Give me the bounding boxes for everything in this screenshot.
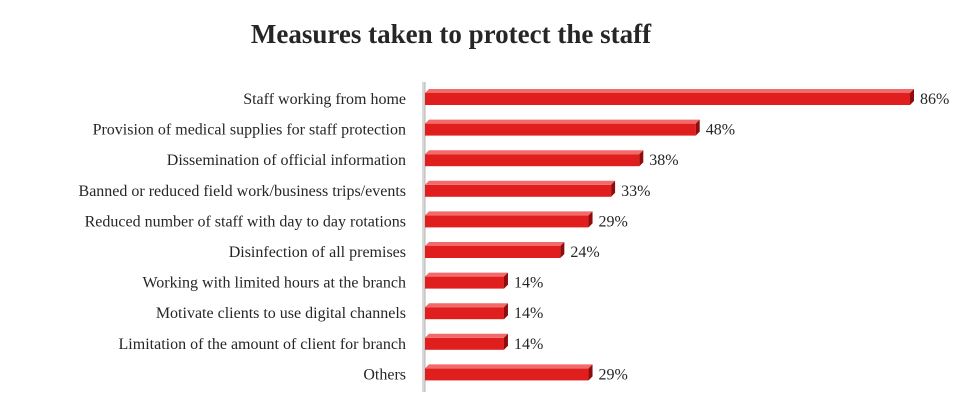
category-label: Dissemination of official information bbox=[167, 152, 406, 169]
value-label: 14% bbox=[514, 275, 543, 292]
bar-side bbox=[910, 89, 914, 105]
value-label: 29% bbox=[599, 213, 628, 230]
category-labels: Staff working from home Provision of medi… bbox=[79, 91, 406, 383]
bar-9 bbox=[425, 333, 508, 350]
bar-side bbox=[503, 333, 508, 350]
bar-side bbox=[695, 119, 700, 136]
bar-face bbox=[425, 307, 504, 320]
category-label: Provision of medical supplies for staff … bbox=[93, 122, 406, 139]
bar-4 bbox=[425, 180, 616, 197]
bar-side bbox=[588, 364, 593, 381]
value-label: 48% bbox=[706, 122, 735, 139]
category-label: Limitation of the amount of client for b… bbox=[119, 336, 406, 353]
category-label: Banned or reduced field work/business tr… bbox=[79, 183, 406, 200]
value-label: 29% bbox=[599, 366, 628, 383]
category-label: Working with limited hours at the branch bbox=[142, 275, 406, 292]
bar-side bbox=[611, 180, 616, 197]
category-label: Staff working from home bbox=[243, 91, 406, 108]
category-label: Reduced number of staff with day to day … bbox=[85, 213, 406, 230]
bar-side bbox=[639, 150, 644, 167]
bar-top bbox=[425, 364, 593, 369]
bar-3 bbox=[425, 150, 644, 167]
value-label: 33% bbox=[621, 183, 650, 200]
bar-side bbox=[588, 211, 593, 228]
bar-side bbox=[560, 242, 565, 258]
bar-top bbox=[425, 150, 644, 155]
value-label: 24% bbox=[570, 244, 599, 261]
chart-title: Measures taken to protect the staff bbox=[251, 19, 652, 49]
bar-8 bbox=[425, 303, 508, 320]
axis-depth bbox=[422, 82, 425, 392]
bar-face bbox=[425, 368, 589, 381]
value-label: 14% bbox=[514, 305, 543, 322]
category-label: Disinfection of all premises bbox=[229, 244, 406, 261]
bar-top bbox=[425, 333, 508, 338]
value-labels: 86%48%38%33%29%24%14%14%14%29% bbox=[514, 91, 949, 383]
bar-face bbox=[425, 123, 696, 136]
bar-top bbox=[425, 272, 508, 277]
bar-7 bbox=[425, 272, 508, 289]
bar-face bbox=[425, 215, 589, 228]
bar-1 bbox=[425, 89, 914, 105]
bar-2 bbox=[425, 119, 700, 136]
bar-side bbox=[503, 272, 508, 289]
axis bbox=[422, 82, 426, 392]
bar-face bbox=[425, 276, 504, 289]
bars bbox=[425, 89, 914, 381]
bar-side bbox=[503, 303, 508, 320]
bar-face bbox=[425, 184, 612, 197]
bar-5 bbox=[425, 211, 593, 228]
bar-top bbox=[425, 242, 565, 246]
category-label: Motivate clients to use digital channels bbox=[156, 305, 406, 322]
value-label: 38% bbox=[649, 152, 678, 169]
bar-top bbox=[425, 180, 616, 185]
bar-top bbox=[425, 211, 593, 216]
bar-face bbox=[425, 337, 504, 350]
bar-6 bbox=[425, 242, 565, 258]
category-label: Others bbox=[363, 366, 406, 383]
bar-top bbox=[425, 119, 700, 124]
value-label: 86% bbox=[920, 91, 949, 108]
bar-face bbox=[425, 246, 561, 258]
bar-top bbox=[425, 303, 508, 308]
bar-face bbox=[425, 154, 640, 167]
bar-top bbox=[425, 89, 914, 93]
bar-10 bbox=[425, 364, 593, 381]
bar-face bbox=[425, 93, 910, 105]
value-label: 14% bbox=[514, 336, 543, 353]
